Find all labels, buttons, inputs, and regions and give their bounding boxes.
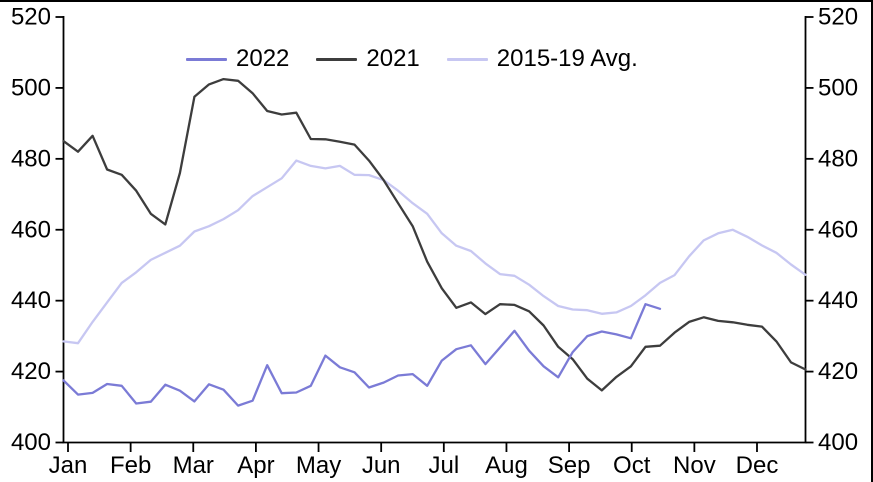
- legend-swatch-2021: [316, 57, 358, 61]
- x-axis-label: Apr: [237, 452, 274, 479]
- y-axis-label-left: 400: [11, 429, 51, 456]
- x-axis-label: Nov: [673, 452, 716, 479]
- series-line-2022: [62, 303, 662, 407]
- legend-swatch-2015-19-avg: [446, 57, 488, 61]
- x-axis-label: Jan: [49, 452, 88, 479]
- x-axis-label: Oct: [613, 452, 651, 479]
- legend-swatch-2022: [186, 57, 227, 61]
- legend-label-2015-19-avg: 2015-19 Avg.: [496, 45, 638, 72]
- x-axis-label: Jun: [362, 452, 401, 479]
- series-line-2021: [62, 77, 807, 392]
- y-axis-label-left: 520: [11, 4, 51, 31]
- legend-label-2022: 2022: [236, 45, 290, 72]
- y-axis-label-right: 520: [818, 4, 858, 31]
- y-axis-label-right: 400: [818, 429, 858, 456]
- legend-item-2022: 2022: [186, 47, 289, 71]
- y-axis-label-right: 460: [818, 216, 858, 243]
- y-axis-label-left: 420: [11, 358, 51, 385]
- x-axis-label: Sep: [548, 452, 591, 479]
- y-axis-label-left: 440: [11, 287, 51, 314]
- x-axis-label: Aug: [485, 452, 528, 479]
- y-axis-label-left: 500: [11, 74, 51, 101]
- x-axis-label: Feb: [110, 452, 151, 479]
- y-axis-label-right: 420: [818, 358, 858, 385]
- chart-legend: 2022 2021 2015-19 Avg.: [186, 46, 638, 72]
- x-axis-label: May: [296, 452, 341, 479]
- y-axis-label-right: 500: [818, 74, 858, 101]
- legend-item-2021: 2021: [316, 45, 420, 72]
- legend-label-2021: 2021: [366, 45, 420, 72]
- y-axis-label-left: 480: [11, 145, 51, 172]
- y-axis-label-left: 460: [11, 216, 51, 243]
- legend-item-2015-19-avg: 2015-19 Avg.: [446, 45, 638, 72]
- y-axis-label-right: 480: [818, 145, 858, 172]
- y-axis-label-right: 440: [818, 287, 858, 314]
- x-axis-label: Jul: [428, 452, 459, 479]
- series-line-2015-19-avg-: [62, 159, 807, 345]
- x-axis-label: Mar: [173, 452, 214, 479]
- x-axis-label: Dec: [736, 452, 779, 479]
